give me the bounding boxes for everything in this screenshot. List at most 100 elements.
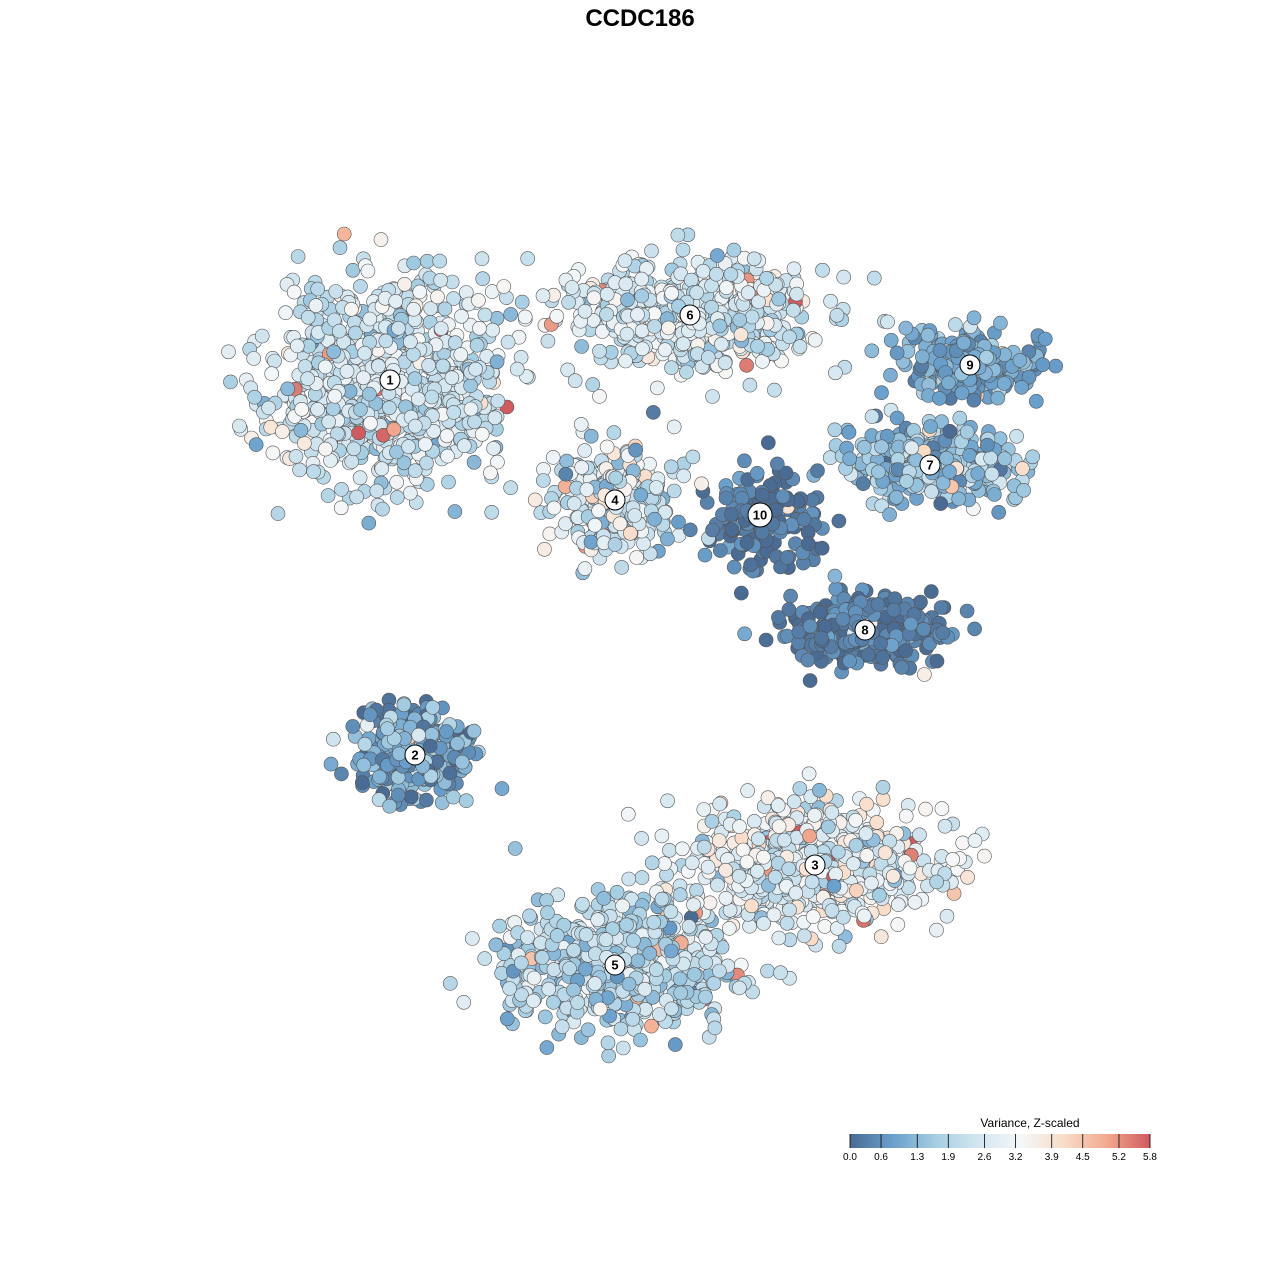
scatter-point — [710, 877, 725, 893]
scatter-point — [666, 483, 682, 499]
scatter-point — [583, 534, 599, 550]
scatter-point — [1048, 358, 1063, 374]
scatter-point — [454, 308, 469, 324]
scatter-point — [446, 291, 461, 306]
scatter-point — [514, 294, 530, 310]
scatter-point — [477, 951, 493, 966]
scatter-point — [959, 603, 975, 619]
scatter-point — [419, 792, 434, 808]
scatter-point — [223, 374, 238, 390]
scatter-point — [945, 852, 961, 867]
scatter-point — [620, 806, 636, 822]
scatter-point — [781, 861, 797, 877]
scatter-point — [718, 890, 734, 906]
scatter-point — [454, 754, 470, 770]
scatter-point — [932, 343, 948, 358]
scatter-point — [660, 793, 675, 809]
scatter-point — [456, 994, 472, 1010]
scatter-point — [488, 937, 504, 953]
scatter-point — [856, 908, 872, 924]
scatter-point — [630, 953, 646, 969]
scatter-point — [719, 280, 734, 295]
scatter-point — [684, 855, 700, 871]
scatter-point — [559, 453, 575, 469]
scatter-point — [779, 550, 795, 565]
scatter-point — [898, 643, 913, 659]
scatter-point — [599, 439, 615, 455]
scatter-point — [782, 329, 797, 345]
scatter-point — [746, 251, 762, 267]
scatter-point — [468, 361, 483, 377]
scatter-point — [371, 792, 387, 807]
scatter-point — [746, 814, 762, 829]
scatter-point — [1021, 369, 1037, 385]
scatter-point — [1012, 353, 1028, 368]
scatter-point — [637, 981, 653, 997]
cluster-label-text: 6 — [686, 308, 693, 323]
scatter-point — [732, 312, 748, 328]
scatter-point — [407, 463, 423, 479]
scatter-point — [507, 841, 523, 856]
scatter-point — [349, 489, 365, 505]
scatter-point — [558, 516, 573, 532]
scatter-point — [942, 423, 958, 439]
scatter-point — [440, 448, 455, 464]
scatter-point — [754, 487, 770, 503]
colorbar-tick-label: 3.9 — [1045, 1152, 1059, 1163]
cluster-label-5: 5 — [604, 954, 626, 976]
scatter-point — [744, 898, 759, 914]
scatter-point — [898, 320, 914, 336]
scatter-point — [280, 381, 296, 397]
scatter-point — [888, 489, 904, 505]
scatter-point — [321, 414, 337, 430]
scatter-point — [924, 484, 939, 499]
scatter-point — [618, 353, 633, 369]
scatter-point — [598, 932, 614, 947]
scatter-point — [962, 448, 977, 463]
scatter-point — [567, 373, 583, 389]
scatter-point — [709, 248, 725, 263]
scatter-point — [675, 242, 691, 258]
scatter-point — [696, 839, 712, 855]
scatter-point — [435, 358, 451, 374]
scatter-point — [873, 929, 889, 945]
scatter-point — [614, 560, 630, 575]
scatter-point — [903, 616, 919, 632]
scatter-point — [380, 721, 395, 737]
scatter-point — [489, 354, 505, 370]
colorbar-tick-label: 0.6 — [874, 1152, 888, 1163]
scatter-point — [789, 286, 805, 302]
scatter-point — [545, 450, 561, 465]
scatter-point — [353, 402, 368, 417]
scatter-point — [388, 293, 404, 309]
scatter-point — [474, 251, 490, 267]
scatter-point — [823, 293, 838, 309]
scatter-point — [391, 320, 406, 336]
scatter-point — [318, 359, 333, 375]
scatter-point — [706, 975, 722, 991]
scatter-point — [644, 855, 660, 871]
scatter-point — [625, 1011, 641, 1027]
scatter-point — [334, 766, 349, 782]
scatter-point — [433, 321, 449, 336]
scatter-point — [615, 1040, 631, 1056]
colorbar-tick-label: 4.5 — [1076, 1152, 1090, 1163]
scatter-point — [411, 727, 426, 743]
scatter-point — [866, 270, 882, 286]
scatter-point — [937, 818, 953, 834]
scatter-point — [894, 660, 910, 675]
scatter-point — [883, 367, 898, 383]
cluster-label-1: 1 — [379, 369, 401, 391]
scatter-point — [904, 440, 920, 456]
scatter-point — [698, 989, 713, 1005]
scatter-point — [356, 757, 372, 773]
scatter-point — [474, 426, 490, 442]
scatter-point — [331, 323, 347, 339]
scatter-point — [574, 339, 589, 354]
scatter-point — [835, 612, 851, 627]
scatter-point — [475, 271, 491, 287]
scatter-point — [739, 357, 754, 373]
scatter-point — [619, 326, 635, 342]
scatter-point — [463, 401, 479, 417]
scatter-point — [578, 927, 594, 943]
